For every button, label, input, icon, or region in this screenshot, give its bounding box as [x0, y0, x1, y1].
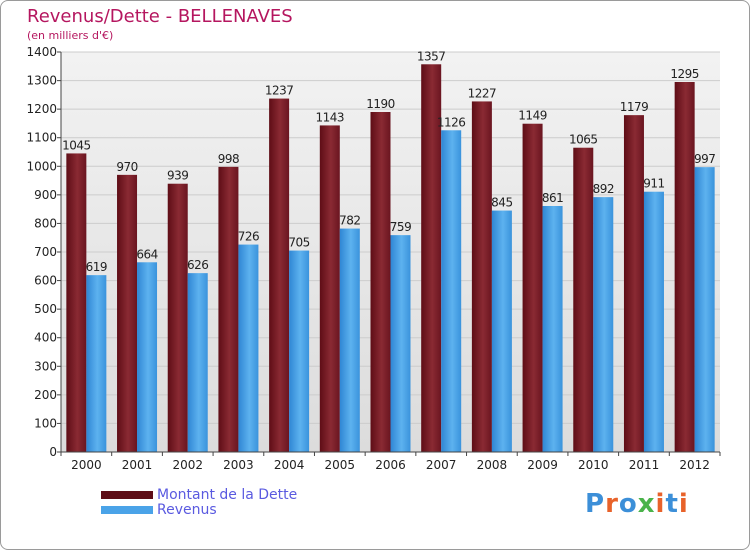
- bar-dette: [269, 98, 290, 453]
- y-tick-label: 400: [34, 331, 57, 345]
- x-tick-label: 2006: [375, 458, 406, 472]
- y-tick-label: 100: [34, 416, 57, 430]
- logo-letter: t: [665, 489, 679, 519]
- data-label-dette: 1357: [417, 49, 446, 63]
- y-tick-label: 600: [34, 274, 57, 288]
- bar-revenus: [441, 130, 462, 453]
- x-tick-label: 2012: [679, 458, 710, 472]
- x-tick-label: 2003: [223, 458, 254, 472]
- data-label-dette: 970: [116, 160, 137, 174]
- data-label-revenus: 845: [491, 196, 512, 210]
- x-tick-label: 2009: [527, 458, 558, 472]
- bar-dette: [421, 64, 442, 453]
- data-label-revenus: 705: [288, 236, 309, 250]
- y-tick-label: 1400: [26, 45, 57, 59]
- chart-title: Revenus/Dette - BELLENAVES: [27, 6, 293, 27]
- logo-letter: i: [655, 489, 666, 519]
- y-tick-label: 500: [34, 302, 57, 316]
- y-tick-label: 200: [34, 388, 57, 402]
- y-tick-label: 1100: [26, 131, 57, 145]
- data-label-dette: 1190: [366, 97, 395, 111]
- data-label-revenus: 997: [694, 152, 715, 166]
- x-tick-label: 2010: [578, 458, 609, 472]
- data-label-revenus: 782: [339, 214, 360, 228]
- bar-dette: [370, 112, 391, 452]
- legend-item-revenus: Revenus: [101, 502, 217, 518]
- chart-subtitle: (en milliers d'€): [27, 29, 114, 42]
- x-tick-label: 2001: [122, 458, 153, 472]
- legend-label-dette: Montant de la Dette: [157, 487, 298, 503]
- logo-letter: P: [585, 489, 606, 519]
- logo-letter: x: [637, 489, 656, 519]
- bar-revenus: [339, 228, 360, 452]
- y-tick-label: 900: [34, 188, 57, 202]
- logo-letter: r: [605, 489, 619, 519]
- bar-revenus: [491, 210, 512, 452]
- legend-item-dette: Montant de la Dette: [101, 487, 297, 503]
- legend-swatch-revenus: [101, 506, 153, 514]
- y-tick-label: 1000: [26, 159, 57, 173]
- legend-swatch-dette: [101, 491, 153, 499]
- y-tick-label: 1300: [26, 74, 57, 88]
- bar-revenus: [187, 273, 208, 452]
- data-label-dette: 1227: [468, 86, 497, 100]
- bar-dette: [319, 125, 340, 452]
- y-tick-label: 800: [34, 216, 57, 230]
- bar-dette: [167, 183, 188, 452]
- data-label-dette: 1149: [518, 109, 547, 123]
- x-tick-label: 2002: [172, 458, 203, 472]
- y-tick-label: 1200: [26, 102, 57, 116]
- data-label-dette: 1295: [670, 67, 699, 81]
- data-label-revenus: 892: [593, 182, 614, 196]
- bar-revenus: [86, 275, 107, 452]
- bar-dette: [471, 101, 492, 452]
- bar-dette: [623, 115, 644, 453]
- bar-dette: [522, 123, 543, 452]
- x-tick-label: 2007: [426, 458, 457, 472]
- data-label-dette: 998: [218, 152, 239, 166]
- bar-revenus: [643, 191, 664, 452]
- bar-revenus: [694, 167, 715, 452]
- bar-revenus: [390, 235, 411, 452]
- bar-dette: [66, 153, 87, 452]
- bar-revenus: [593, 197, 614, 452]
- data-label-revenus: 861: [542, 191, 563, 205]
- data-label-dette: 1045: [62, 138, 91, 152]
- data-label-dette: 939: [167, 169, 188, 183]
- data-label-dette: 1179: [620, 100, 649, 114]
- data-label-revenus: 726: [238, 230, 259, 244]
- bar-dette: [117, 174, 138, 452]
- y-tick-label: 0: [49, 445, 57, 459]
- bar-dette: [218, 166, 239, 452]
- x-tick-label: 2008: [477, 458, 508, 472]
- bar-revenus: [289, 250, 310, 452]
- data-label-revenus: 911: [643, 177, 664, 191]
- data-label-revenus: 664: [136, 247, 157, 261]
- data-label-revenus: 626: [187, 258, 208, 272]
- bar-dette: [573, 147, 594, 452]
- bar-revenus: [238, 244, 259, 452]
- proxiti-logo: Proxiti: [585, 489, 689, 519]
- bar-dette: [674, 82, 695, 452]
- data-label-revenus: 619: [86, 260, 107, 274]
- x-tick-label: 2000: [71, 458, 102, 472]
- y-tick-label: 300: [34, 359, 57, 373]
- data-label-dette: 1065: [569, 133, 598, 147]
- data-label-dette: 1237: [265, 84, 294, 98]
- bar-revenus: [137, 262, 158, 452]
- x-tick-label: 2005: [325, 458, 356, 472]
- logo-letter: i: [678, 489, 689, 519]
- y-tick-label: 700: [34, 245, 57, 259]
- data-label-revenus: 1126: [437, 115, 466, 129]
- legend-label-revenus: Revenus: [157, 502, 217, 518]
- x-tick-label: 2004: [274, 458, 305, 472]
- bar-revenus: [542, 206, 563, 452]
- x-tick-label: 2011: [629, 458, 660, 472]
- logo-letter: o: [618, 489, 638, 519]
- data-label-dette: 1143: [316, 110, 345, 124]
- data-label-revenus: 759: [390, 220, 411, 234]
